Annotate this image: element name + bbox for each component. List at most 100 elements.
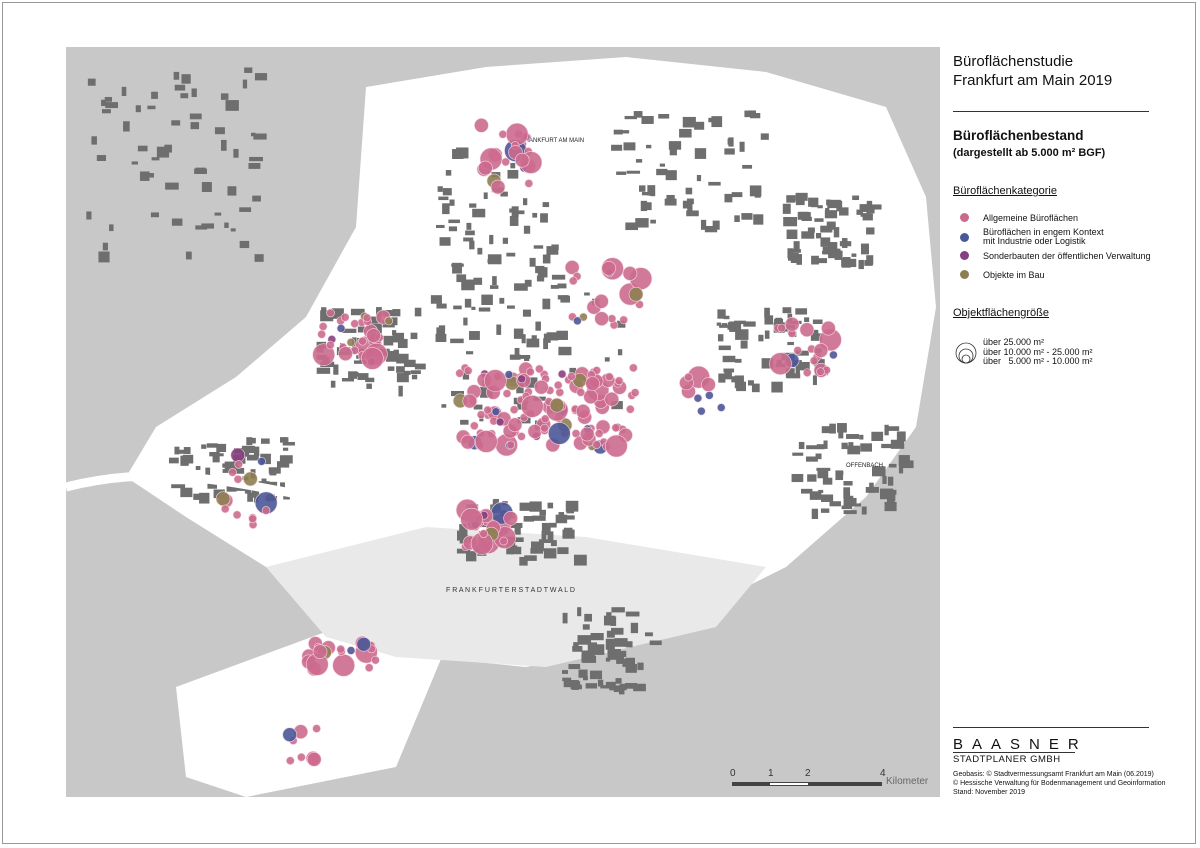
office-marker-construction[interactable]	[628, 286, 644, 302]
office-marker-general[interactable]	[622, 266, 638, 281]
office-marker-general[interactable]	[460, 434, 476, 450]
office-marker-general[interactable]	[555, 388, 565, 397]
office-marker-general[interactable]	[366, 328, 381, 343]
office-marker-industry[interactable]	[504, 370, 514, 379]
office-marker-industry[interactable]	[693, 393, 703, 403]
office-marker-general[interactable]	[619, 315, 628, 325]
office-marker-public[interactable]	[517, 374, 527, 384]
office-marker-general[interactable]	[809, 356, 819, 366]
office-marker-construction[interactable]	[243, 471, 258, 487]
office-marker-construction[interactable]	[215, 491, 231, 507]
office-marker-general[interactable]	[312, 343, 335, 366]
office-marker-general[interactable]	[484, 369, 507, 392]
office-marker-general[interactable]	[534, 379, 549, 395]
office-marker-general[interactable]	[777, 323, 786, 333]
office-marker-general[interactable]	[364, 663, 374, 673]
office-marker-general[interactable]	[793, 346, 803, 355]
office-marker-general[interactable]	[261, 506, 271, 515]
office-marker-industry[interactable]	[705, 391, 714, 400]
office-marker-general[interactable]	[362, 313, 372, 323]
office-marker-public[interactable]	[230, 447, 246, 463]
office-marker-general[interactable]	[625, 404, 635, 414]
office-marker-general[interactable]	[517, 432, 526, 441]
office-marker-public[interactable]	[557, 369, 567, 379]
office-marker-general[interactable]	[579, 426, 595, 442]
office-marker-general[interactable]	[535, 364, 544, 374]
office-marker-general[interactable]	[506, 440, 516, 450]
office-marker-general[interactable]	[483, 405, 492, 415]
office-marker-general[interactable]	[520, 394, 544, 418]
office-marker-general[interactable]	[474, 430, 498, 453]
office-marker-general[interactable]	[526, 367, 535, 377]
office-marker-general[interactable]	[568, 276, 578, 286]
office-marker-industry[interactable]	[356, 636, 372, 652]
office-marker-general[interactable]	[232, 510, 242, 520]
office-marker-industry[interactable]	[829, 350, 838, 360]
office-marker-general[interactable]	[228, 468, 237, 477]
office-marker-general[interactable]	[514, 152, 530, 168]
office-marker-general[interactable]	[470, 421, 479, 431]
office-marker-industry[interactable]	[716, 403, 726, 412]
office-marker-industry[interactable]	[548, 422, 571, 445]
office-marker-general[interactable]	[583, 389, 598, 405]
office-marker-construction[interactable]	[384, 316, 394, 326]
office-marker-general[interactable]	[463, 366, 473, 376]
office-marker-general[interactable]	[248, 514, 257, 524]
office-marker-general[interactable]	[350, 319, 359, 329]
office-marker-general[interactable]	[220, 504, 230, 514]
office-marker-general[interactable]	[478, 160, 493, 176]
office-marker-industry[interactable]	[336, 324, 346, 333]
office-marker-public[interactable]	[495, 417, 505, 427]
office-marker-general[interactable]	[332, 654, 355, 677]
office-marker-general[interactable]	[567, 372, 576, 381]
office-marker-general[interactable]	[784, 316, 800, 332]
office-marker-general[interactable]	[340, 312, 350, 322]
office-marker-general[interactable]	[540, 414, 550, 424]
office-marker-general[interactable]	[361, 347, 384, 370]
office-marker-general[interactable]	[498, 130, 508, 139]
office-marker-industry[interactable]	[573, 316, 582, 326]
office-marker-general[interactable]	[799, 322, 815, 338]
office-marker-general[interactable]	[286, 756, 295, 765]
office-marker-general[interactable]	[358, 336, 367, 346]
office-marker-general[interactable]	[317, 329, 326, 339]
office-marker-general[interactable]	[507, 417, 523, 433]
office-marker-general[interactable]	[297, 752, 306, 762]
office-marker-general[interactable]	[490, 179, 506, 195]
office-marker-general[interactable]	[614, 376, 624, 386]
office-marker-general[interactable]	[564, 260, 580, 275]
office-marker-general[interactable]	[312, 644, 328, 659]
office-marker-general[interactable]	[306, 752, 322, 767]
office-marker-general[interactable]	[684, 372, 693, 382]
office-marker-general[interactable]	[594, 311, 609, 326]
office-marker-industry[interactable]	[257, 457, 266, 466]
office-marker-industry[interactable]	[282, 727, 297, 742]
office-marker-general[interactable]	[605, 372, 614, 382]
office-marker-general[interactable]	[527, 424, 543, 439]
office-marker-general[interactable]	[460, 507, 483, 531]
office-marker-general[interactable]	[540, 423, 549, 433]
office-marker-general[interactable]	[553, 380, 563, 390]
office-marker-industry[interactable]	[346, 646, 356, 655]
office-marker-general[interactable]	[318, 322, 328, 331]
office-marker-industry[interactable]	[491, 407, 501, 416]
office-marker-general[interactable]	[499, 536, 508, 546]
office-marker-general[interactable]	[585, 376, 600, 391]
map[interactable]: F R A N K F U R T E R S T A D T W A L D …	[66, 47, 940, 797]
office-marker-general[interactable]	[821, 320, 836, 336]
office-marker-general[interactable]	[575, 404, 591, 419]
office-marker-general[interactable]	[594, 294, 609, 309]
office-marker-general[interactable]	[611, 423, 621, 433]
office-marker-general[interactable]	[371, 655, 380, 665]
office-marker-general[interactable]	[479, 529, 488, 538]
office-marker-general[interactable]	[233, 474, 243, 484]
office-marker-general[interactable]	[326, 308, 335, 318]
office-marker-general[interactable]	[594, 429, 604, 438]
office-marker-general[interactable]	[509, 405, 519, 414]
office-marker-general[interactable]	[234, 460, 243, 469]
office-marker-general[interactable]	[701, 377, 716, 392]
office-marker-general[interactable]	[336, 644, 346, 654]
office-marker-general[interactable]	[576, 388, 586, 397]
office-marker-general[interactable]	[326, 340, 335, 350]
office-marker-general[interactable]	[769, 352, 792, 376]
